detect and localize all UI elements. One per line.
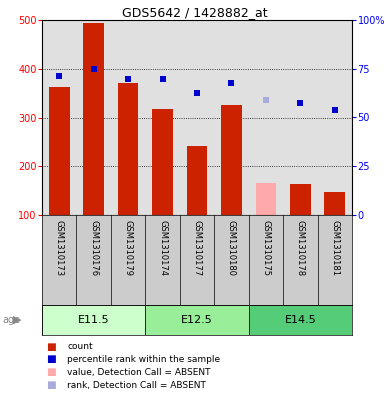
Point xyxy=(228,80,234,86)
Text: E14.5: E14.5 xyxy=(284,315,316,325)
Text: rank, Detection Call = ABSENT: rank, Detection Call = ABSENT xyxy=(67,381,206,390)
Point xyxy=(160,76,166,83)
Bar xyxy=(152,109,173,215)
Text: E12.5: E12.5 xyxy=(181,315,213,325)
Bar xyxy=(324,192,345,215)
Bar xyxy=(83,24,104,215)
Text: percentile rank within the sample: percentile rank within the sample xyxy=(67,355,220,364)
Point xyxy=(90,66,97,72)
Text: E11.5: E11.5 xyxy=(78,315,110,325)
Text: ■: ■ xyxy=(46,367,56,377)
Text: GDS5642 / 1428882_at: GDS5642 / 1428882_at xyxy=(122,6,268,19)
Bar xyxy=(290,184,311,215)
Bar xyxy=(118,83,138,215)
Bar xyxy=(221,105,242,215)
Text: GSM1310179: GSM1310179 xyxy=(124,220,133,275)
Text: GSM1310176: GSM1310176 xyxy=(89,220,98,275)
Bar xyxy=(49,87,69,215)
Point xyxy=(56,73,62,79)
Text: count: count xyxy=(67,342,93,351)
Point xyxy=(263,97,269,104)
Text: ■: ■ xyxy=(46,354,56,364)
Bar xyxy=(187,146,207,215)
Bar xyxy=(145,305,249,335)
Text: GSM1310180: GSM1310180 xyxy=(227,220,236,275)
Text: GSM1310175: GSM1310175 xyxy=(261,220,270,275)
Text: GSM1310174: GSM1310174 xyxy=(158,220,167,275)
Point xyxy=(125,76,131,83)
Text: GSM1310177: GSM1310177 xyxy=(193,220,202,275)
Text: GSM1310178: GSM1310178 xyxy=(296,220,305,275)
Text: age: age xyxy=(2,315,20,325)
Text: value, Detection Call = ABSENT: value, Detection Call = ABSENT xyxy=(67,368,211,377)
Point xyxy=(297,100,303,106)
Bar xyxy=(42,305,145,335)
Text: GSM1310181: GSM1310181 xyxy=(330,220,339,275)
Text: ■: ■ xyxy=(46,342,56,352)
Point xyxy=(194,90,200,96)
Text: ▶: ▶ xyxy=(12,315,21,325)
Text: GSM1310173: GSM1310173 xyxy=(55,220,64,275)
Point xyxy=(332,107,338,113)
Text: ■: ■ xyxy=(46,380,56,390)
Bar xyxy=(255,183,276,215)
Bar xyxy=(249,305,352,335)
